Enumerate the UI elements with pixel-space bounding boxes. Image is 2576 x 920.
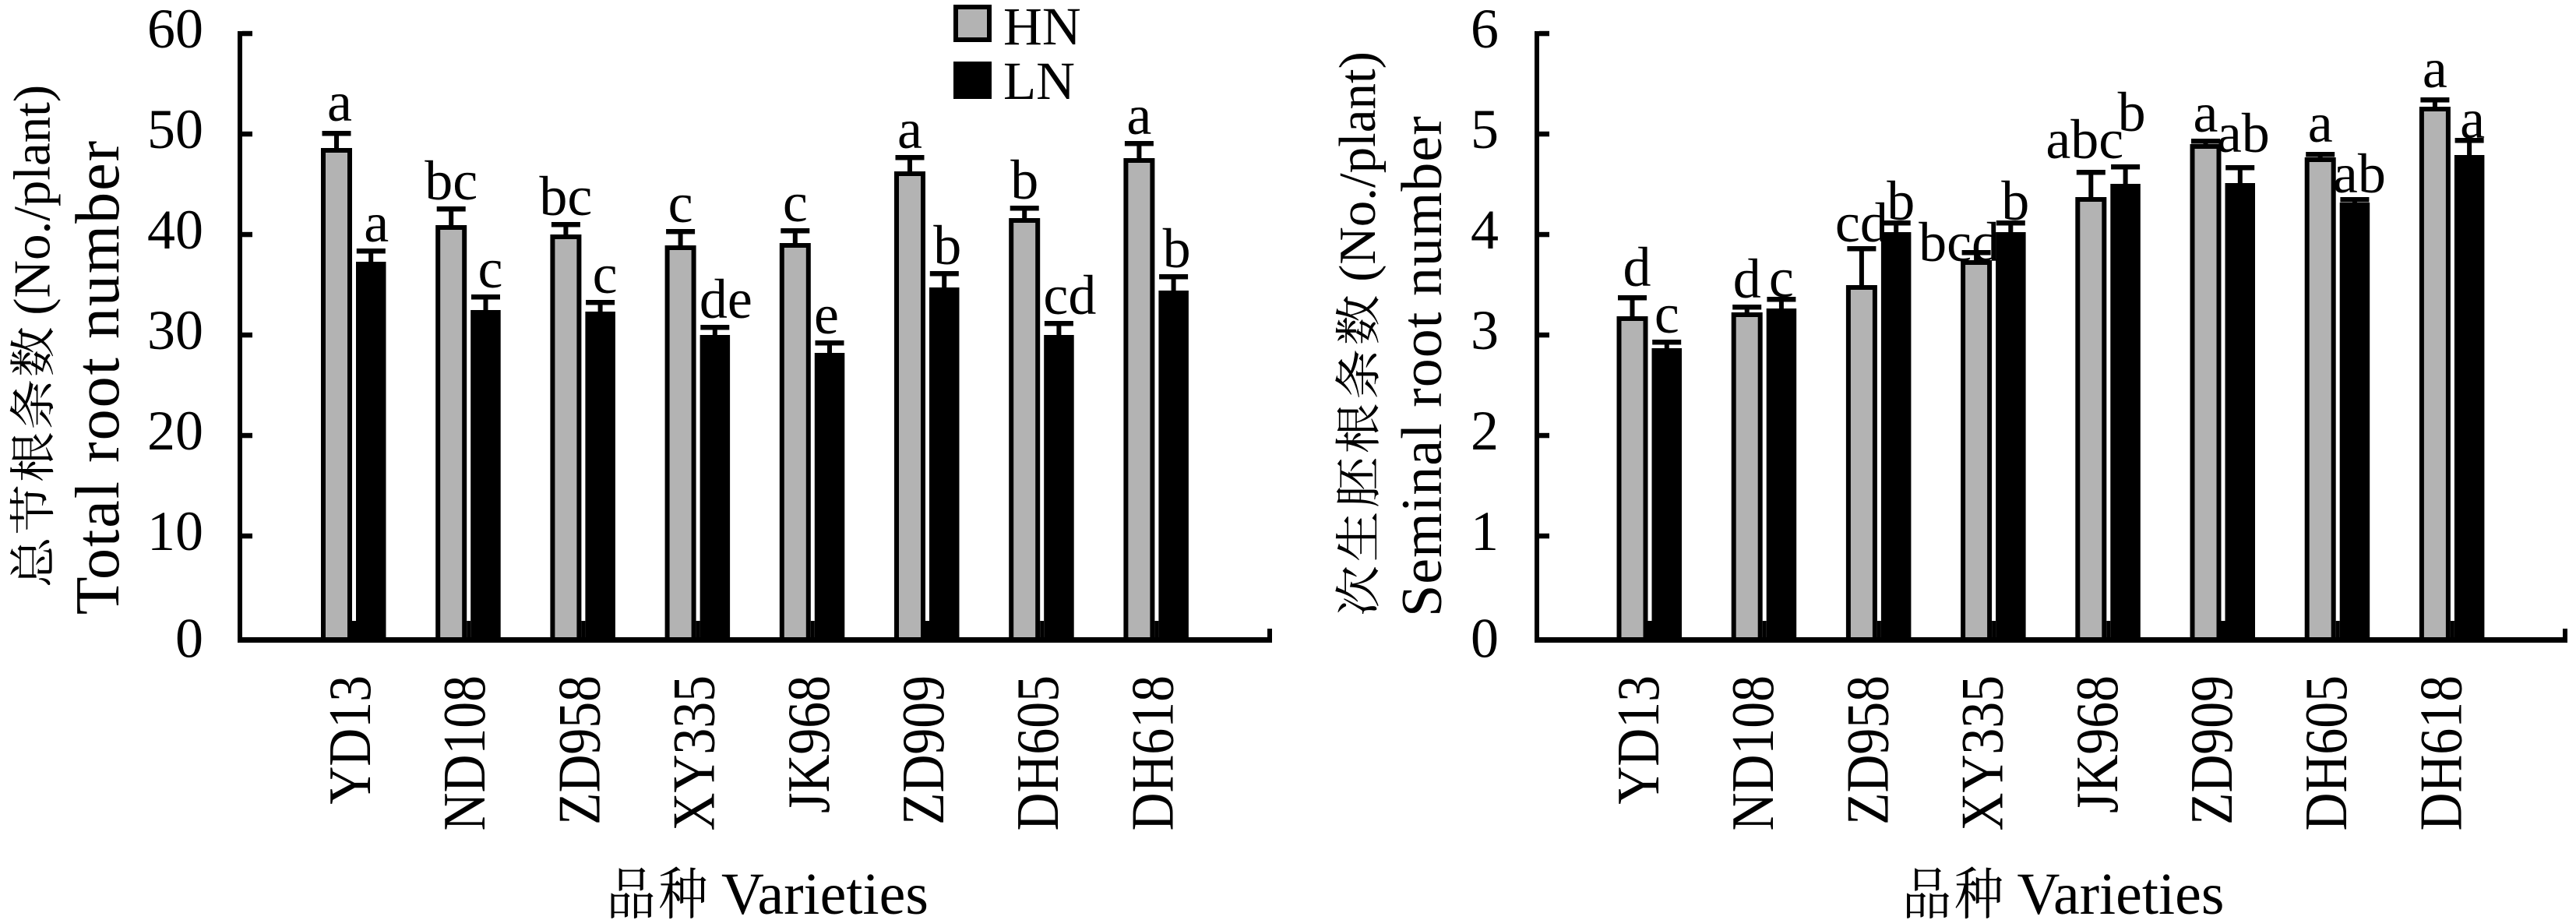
svg-text:4: 4 [1471,199,1499,261]
svg-text:5: 5 [1471,98,1499,160]
svg-text:b: b [1163,217,1191,280]
svg-text:50: 50 [147,98,203,160]
svg-text:d: d [1733,248,1761,310]
svg-text:b: b [1887,170,1915,232]
svg-text:b: b [933,214,961,277]
svg-text:cd: cd [1835,192,1888,254]
svg-text:Total root number: Total root number [64,139,132,615]
svg-text:0: 0 [175,608,203,670]
svg-text:40: 40 [147,199,203,261]
svg-text:c: c [1654,283,1679,345]
svg-text:c: c [668,172,693,234]
svg-text:Seminal root number: Seminal root number [1390,115,1454,617]
svg-text:Varieties: Varieties [721,862,929,920]
svg-text:ND108: ND108 [431,675,498,830]
svg-text:a: a [327,71,352,133]
svg-text:0: 0 [1471,608,1499,670]
svg-text:ZD909: ZD909 [890,675,957,825]
svg-text:XY335: XY335 [661,675,728,830]
svg-text:c: c [783,171,808,234]
svg-text:YD13: YD13 [1605,675,1672,805]
svg-text:JK968: JK968 [775,675,842,813]
svg-text:20: 20 [147,400,203,462]
svg-text:a: a [1126,84,1151,146]
svg-text:ab: ab [2217,102,2270,164]
svg-text:e: e [814,284,839,346]
svg-text:a: a [364,192,389,254]
svg-text:a: a [2194,82,2218,144]
svg-text:ZD909: ZD909 [2178,675,2245,825]
svg-text:a: a [2423,37,2447,100]
svg-text:ND108: ND108 [1719,675,1786,830]
svg-text:10: 10 [147,500,203,562]
svg-text:60: 60 [147,0,203,60]
svg-text:ab: ab [2333,143,2386,205]
svg-text:LN: LN [1003,51,1075,111]
svg-text:de: de [700,268,752,330]
svg-text:30: 30 [147,299,203,361]
svg-text:ZD958: ZD958 [545,675,612,825]
svg-text:cd: cd [1043,264,1096,326]
svg-text:6: 6 [1471,0,1499,60]
svg-text:c: c [478,238,503,300]
svg-text:a: a [2460,88,2485,150]
svg-text:3: 3 [1471,299,1499,361]
svg-text:2: 2 [1471,400,1499,462]
svg-text:(No./plant): (No./plant) [1329,51,1387,282]
svg-text:b: b [2001,170,2029,232]
svg-text:c: c [1769,247,1794,309]
svg-text:bcd: bcd [1919,211,2000,273]
svg-text:1: 1 [1471,500,1499,562]
svg-text:YD13: YD13 [316,675,383,805]
svg-text:DH605: DH605 [1004,675,1071,830]
svg-text:JK968: JK968 [2063,675,2130,813]
svg-text:DH618: DH618 [2407,675,2474,830]
svg-text:HN: HN [1003,0,1081,56]
svg-text:b: b [2118,81,2146,143]
svg-text:abc: abc [2046,108,2123,171]
svg-text:d: d [1623,236,1651,298]
svg-text:DH605: DH605 [2292,675,2359,830]
svg-text:b: b [1010,149,1038,211]
svg-text:bc: bc [539,165,592,227]
svg-text:bc: bc [425,150,477,212]
svg-text:c: c [593,243,618,305]
svg-text:XY335: XY335 [1949,675,2016,830]
svg-text:ZD958: ZD958 [1834,675,1901,825]
svg-text:DH618: DH618 [1119,675,1186,830]
svg-text:a: a [897,98,922,160]
svg-text:(No./plant): (No./plant) [4,85,62,315]
svg-text:Varieties: Varieties [2017,862,2225,920]
svg-text:a: a [2308,92,2333,154]
